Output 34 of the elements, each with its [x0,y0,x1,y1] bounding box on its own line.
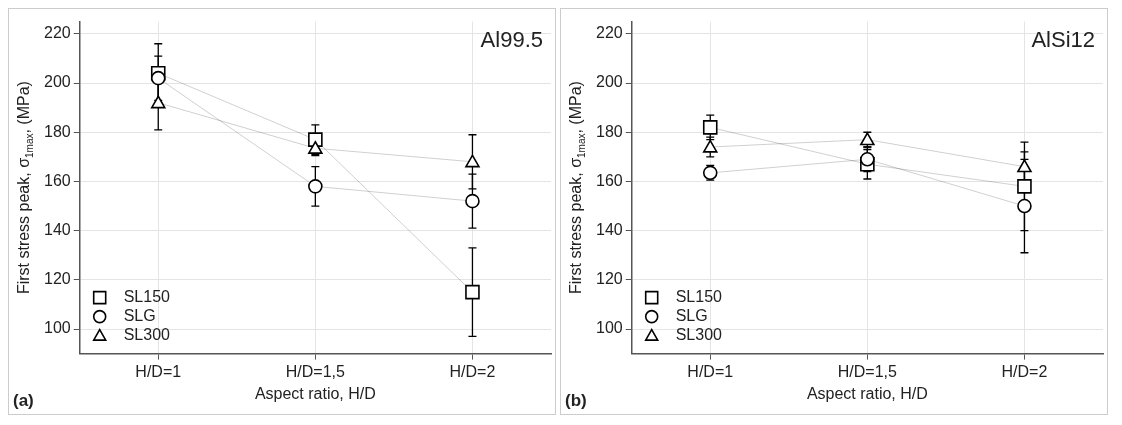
legend-label: SL300 [123,326,171,344]
y-tick-label: 120 [595,270,623,288]
y-tick-label: 200 [43,73,71,91]
x-tick-label: H/D=1 [135,362,182,380]
y-tick-label: 140 [595,221,623,239]
x-tick-label: H/D=1 [687,362,734,380]
y-tick-label: 220 [43,24,71,42]
y-tick-label: 100 [595,319,623,337]
x-tick-label: H/D=2 [1001,362,1048,380]
y-tick-label: 140 [43,221,71,239]
y-axis-title: First stress peak, σ1max, (MPa) [15,81,35,295]
legend-label: SLG [123,307,156,325]
y-tick-label: 220 [595,24,623,42]
x-axis-title: Aspect ratio, H/D [254,384,376,402]
legend-label: SL150 [123,288,171,306]
y-axis-title: First stress peak, σ1max, (MPa) [567,81,587,295]
annotation: AlSi12 [1031,26,1095,52]
legend-label: SLG [675,307,708,325]
y-tick-label: 160 [595,171,623,189]
annotation: Al99.5 [480,26,543,52]
y-tick-label: 160 [43,171,71,189]
y-tick-label: 180 [43,122,71,140]
legend-label: SL300 [675,326,723,344]
x-tick-label: H/D=1,5 [837,362,898,380]
y-tick-label: 120 [43,270,71,288]
text: (a) [13,391,34,411]
text: (b) [565,391,587,411]
y-tick-label: 100 [43,319,71,337]
x-axis-title: Aspect ratio, H/D [806,384,928,402]
y-tick-label: 180 [595,122,623,140]
y-tick-label: 200 [595,73,623,91]
legend-label: SL150 [675,288,723,306]
x-tick-label: H/D=2 [449,362,496,380]
x-tick-label: H/D=1,5 [285,362,346,380]
